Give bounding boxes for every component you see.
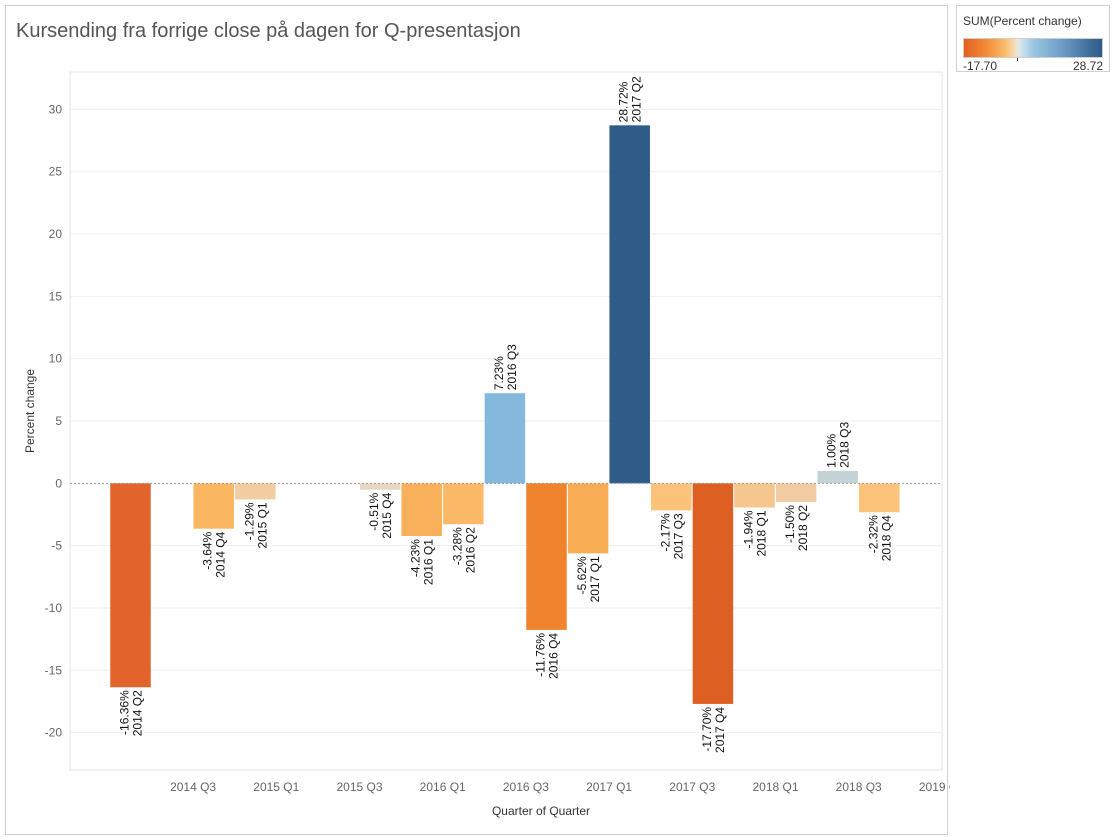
x-tick-label: 2019 Q1 [919, 780, 950, 794]
data-label: 7.23% 2016 Q3 [492, 344, 519, 390]
data-label-quarter: 2017 Q3 [671, 513, 685, 559]
bar [817, 470, 858, 484]
data-label-quarter: 2018 Q2 [796, 505, 810, 551]
data-label-value: -1.94% [742, 510, 756, 548]
bar [567, 483, 609, 554]
x-tick-label: 2015 Q3 [336, 780, 382, 794]
bar [443, 483, 484, 525]
data-label-value: -1.50% [783, 505, 797, 543]
y-tick-label: 15 [49, 289, 63, 303]
data-label-quarter: 2016 Q4 [547, 633, 561, 679]
x-tick-label: 2015 Q1 [253, 780, 299, 794]
data-label: -2.17% 2017 Q3 [658, 513, 685, 559]
data-label: 28.72% 2017 Q2 [617, 76, 644, 122]
y-tick-label: 0 [55, 476, 62, 490]
data-label-quarter: 2018 Q3 [838, 421, 852, 467]
data-label-value: -3.28% [450, 527, 464, 565]
data-label-quarter: 2016 Q3 [505, 344, 519, 390]
x-tick-label: 2017 Q1 [586, 780, 632, 794]
bar [235, 483, 276, 500]
data-label-quarter: 2014 Q2 [131, 690, 145, 736]
data-label: -2.32% 2018 Q4 [866, 515, 893, 561]
data-label-value: -11.76% [534, 633, 548, 677]
x-tick-label: 2018 Q3 [836, 780, 882, 794]
chart-title: Kursending fra forrige close på dagen fo… [16, 20, 521, 42]
bar-chart[interactable]: 30 25 20 15 10 5 0 -5 -10 -15 -20 -16.36% 2014 Q2 -3.… [0, 0, 950, 840]
worksheet-panel: Kursending fra forrige close på dagen fo… [5, 5, 948, 835]
x-tick-label: 2018 Q1 [752, 780, 798, 794]
data-label: 1.00% 2018 Q3 [825, 421, 852, 467]
y-axis-title: Percent change [23, 369, 37, 453]
x-tick-label: 2016 Q1 [420, 780, 466, 794]
legend-max-label: 28.72 [1072, 59, 1103, 73]
y-tick-label: 10 [49, 352, 63, 366]
data-label: -11.76% 2016 Q4 [534, 633, 561, 679]
data-label-value: 28.72% [617, 81, 631, 122]
y-tick-label: 20 [49, 227, 63, 241]
bar [401, 483, 442, 537]
bar [651, 483, 692, 511]
data-label: -0.51% 2015 Q4 [367, 492, 394, 538]
data-label-value: 1.00% [825, 434, 839, 468]
bar [609, 125, 650, 484]
data-label-quarter: 2018 Q1 [755, 510, 769, 556]
data-label-quarter: 2014 Q4 [214, 531, 228, 577]
y-tick-label: 30 [49, 102, 63, 116]
data-label-quarter: 2018 Q4 [879, 515, 893, 561]
data-label-value: -5.62% [575, 556, 589, 594]
data-label: -3.28% 2016 Q2 [450, 527, 477, 573]
legend-min-label: -17.70 [963, 59, 998, 73]
y-tick-label: -10 [45, 601, 63, 615]
data-label: -16.36% 2014 Q2 [118, 690, 145, 736]
bar [359, 483, 401, 490]
y-tick-label: -15 [45, 663, 63, 677]
data-label-value: -2.17% [658, 513, 672, 551]
data-label-quarter: 2016 Q2 [463, 527, 477, 573]
bar [692, 483, 734, 704]
data-label-value: -3.64% [201, 531, 215, 569]
data-label: -1.29% 2015 Q1 [242, 502, 269, 548]
bar [775, 483, 817, 503]
y-tick-label: -20 [45, 726, 63, 740]
bar [110, 483, 151, 688]
legend-zero-tick [1017, 58, 1018, 61]
x-tick-label: 2014 Q3 [170, 780, 216, 794]
bar [526, 483, 567, 630]
bar [859, 483, 900, 513]
data-label-value: -4.23% [409, 539, 423, 577]
data-label-value: 7.23% [492, 356, 506, 390]
x-axis-title: Quarter of Quarter [492, 804, 590, 818]
data-label: -1.50% 2018 Q2 [783, 505, 810, 551]
data-label: -17.70% 2017 Q4 [700, 707, 727, 753]
x-tick-label: 2017 Q3 [669, 780, 715, 794]
data-label: -3.64% 2014 Q4 [201, 531, 228, 577]
y-tick-label: 25 [49, 165, 63, 179]
data-label-quarter: 2017 Q4 [713, 707, 727, 753]
color-legend[interactable]: SUM(Percent change) -17.70 28.72 [956, 5, 1110, 73]
data-label: -5.62% 2017 Q1 [575, 556, 602, 602]
data-label-quarter: 2017 Q1 [588, 556, 602, 602]
legend-title: SUM(Percent change) [963, 14, 1082, 28]
data-label: -1.94% 2018 Q1 [742, 510, 769, 556]
data-label-quarter: 2016 Q1 [422, 539, 436, 585]
data-label-quarter: 2017 Q2 [630, 76, 644, 122]
data-label-value: -17.70% [700, 707, 714, 752]
legend-color-ramp [963, 38, 1103, 58]
y-tick-label: 5 [55, 414, 62, 428]
x-tick-label: 2016 Q3 [503, 780, 549, 794]
y-tick-label: -5 [51, 539, 62, 553]
data-label-value: -2.32% [866, 515, 880, 553]
data-label-value: -1.29% [242, 502, 256, 540]
data-label-value: -0.51% [367, 492, 381, 530]
data-label-quarter: 2015 Q4 [380, 492, 394, 538]
data-label-quarter: 2015 Q1 [255, 502, 269, 548]
bar [734, 483, 775, 508]
data-label: -4.23% 2016 Q1 [409, 539, 436, 585]
data-label-value: -16.36% [118, 690, 132, 735]
bar [484, 393, 526, 484]
bar [193, 483, 234, 529]
